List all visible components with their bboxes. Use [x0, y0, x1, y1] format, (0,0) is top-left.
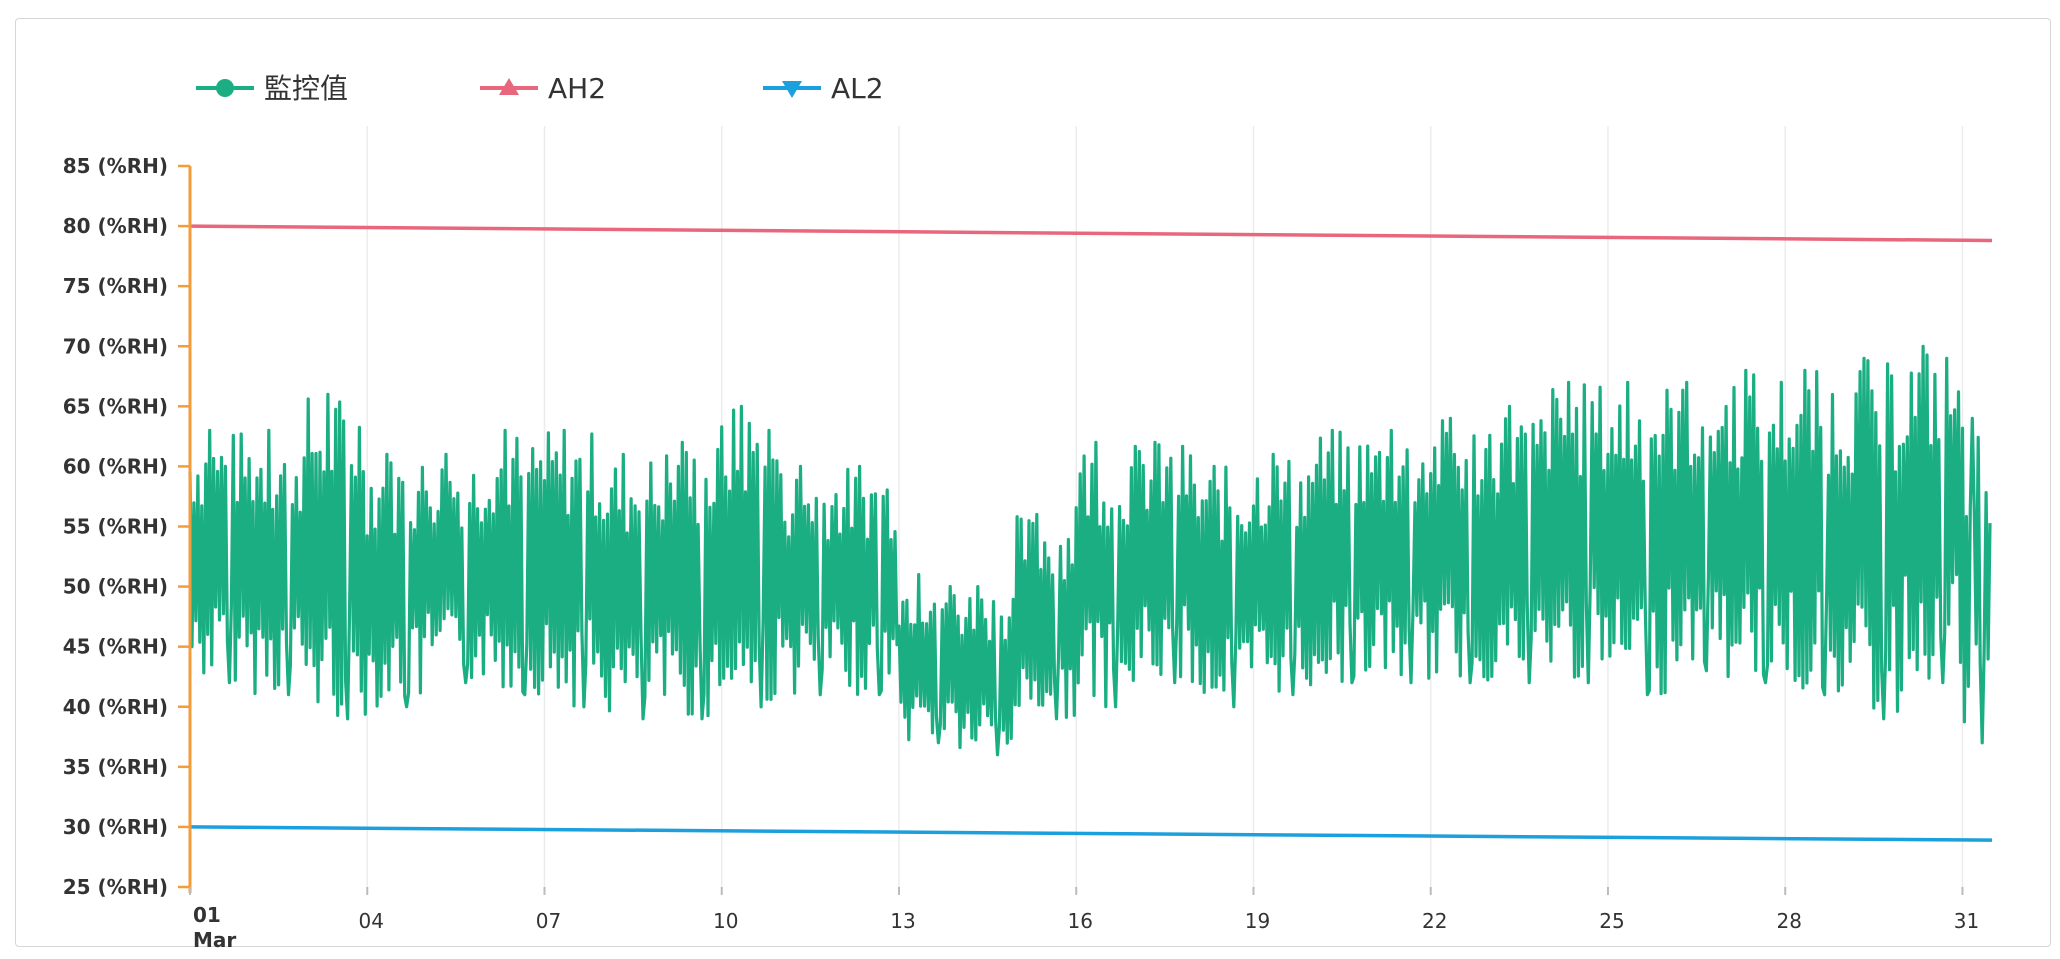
y-tick-label: 50 (%RH) [63, 575, 168, 599]
legend-label: 監控值 [264, 72, 348, 105]
y-tick-label: 25 (%RH) [63, 875, 168, 899]
legend-label: AL2 [831, 72, 884, 105]
x-tick-label: 25 [1599, 909, 1624, 933]
y-tick-label: 55 (%RH) [63, 515, 168, 539]
legend-item[interactable]: AL2 [763, 72, 884, 105]
y-tick-label: 40 (%RH) [63, 695, 168, 719]
y-tick-label: 65 (%RH) [63, 394, 168, 418]
x-tick-label: 10 [713, 909, 738, 933]
x-tick-label: 22 [1422, 909, 1447, 933]
y-tick-label: 70 (%RH) [63, 334, 168, 358]
x-tick-label: 28 [1776, 909, 1801, 933]
x-tick-label: 19 [1245, 909, 1270, 933]
series-al2-line [190, 827, 1992, 840]
x-tick-label: 07 [536, 909, 561, 933]
y-tick-label: 85 (%RH) [63, 154, 168, 178]
y-tick-label: 75 (%RH) [63, 274, 168, 298]
legend-circle-marker-icon [216, 79, 234, 97]
y-tick-label: 80 (%RH) [63, 214, 168, 238]
x-tick-label: 04 [359, 909, 384, 933]
x-month-label: Mar [193, 928, 236, 952]
y-tick-label: 45 (%RH) [63, 635, 168, 659]
series-layer [190, 226, 1992, 840]
legend-item[interactable]: AH2 [480, 72, 606, 105]
x-tick-label: 01 [193, 903, 221, 927]
y-tick-label: 30 (%RH) [63, 815, 168, 839]
series-monitored-value-line [190, 346, 1990, 755]
x-tick-label: 31 [1954, 909, 1979, 933]
y-tick-label: 35 (%RH) [63, 755, 168, 779]
legend-label: AH2 [548, 72, 606, 105]
x-tick-label: 13 [890, 909, 915, 933]
x-tick-label: 16 [1068, 909, 1093, 933]
legend[interactable]: 監控值 AH2 AL2 [196, 72, 884, 105]
y-tick-label: 60 (%RH) [63, 454, 168, 478]
series-ah2-line [190, 226, 1992, 240]
legend-item[interactable]: 監控值 [196, 72, 348, 105]
